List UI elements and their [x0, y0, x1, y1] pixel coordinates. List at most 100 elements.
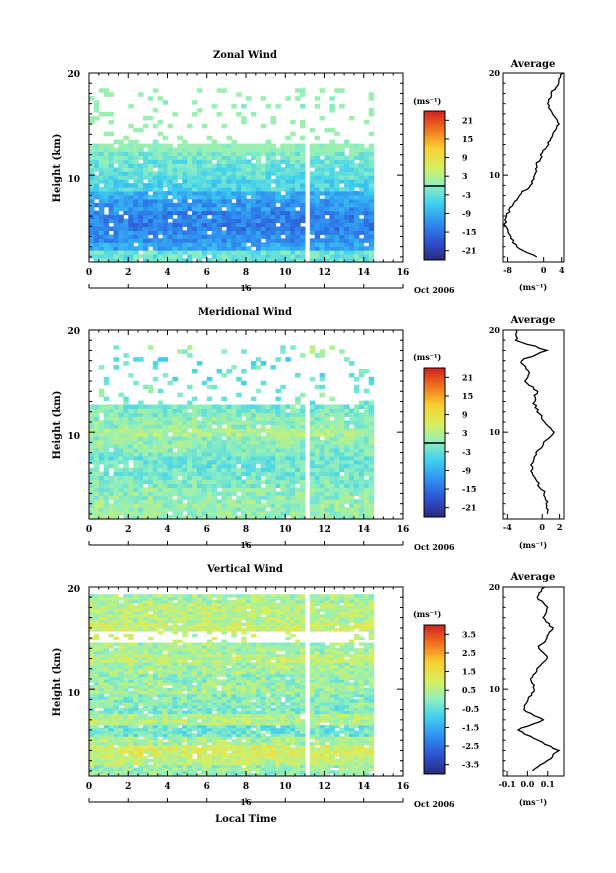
heatmap-cell: [103, 685, 110, 689]
heatmap-cell: [167, 773, 173, 777]
heatmap-cell: [147, 187, 154, 192]
heatmap-cell: [319, 183, 326, 188]
heatmap-cell: [89, 503, 95, 508]
heatmap-cell: [363, 436, 370, 441]
heatmap-cell: [128, 191, 134, 196]
heatmap-cell: [152, 218, 159, 224]
heatmap-cell: [196, 459, 203, 465]
heatmap-cell: [363, 424, 370, 429]
heatmap-cell: [152, 230, 159, 235]
heatmap-cell: [93, 440, 100, 445]
heatmap-cell: [295, 396, 301, 402]
heatmap-cell: [133, 747, 139, 751]
heatmap-cell: [358, 163, 365, 168]
heatmap-cell: [113, 724, 119, 729]
heatmap-cell: [118, 702, 124, 706]
heatmap-cell: [133, 436, 139, 441]
heatmap-cell: [177, 455, 183, 461]
heatmap-cell: [285, 428, 291, 433]
heatmap-cell: [363, 234, 370, 239]
heatmap-cell: [143, 163, 149, 168]
x-tick-label: 12: [318, 268, 331, 278]
heatmap-cell: [255, 420, 262, 425]
heatmap-cell: [172, 608, 178, 612]
heatmap-cell: [172, 705, 178, 709]
heatmap-cell: [152, 503, 159, 508]
heatmap-cell: [246, 463, 252, 469]
heatmap-cell: [118, 628, 124, 632]
heatmap-cell: [201, 159, 208, 164]
heatmap-cell: [152, 210, 159, 216]
heatmap-cell: [319, 404, 326, 409]
heatmap-cell: [241, 254, 247, 259]
heatmap-cell: [255, 246, 262, 251]
heatmap-cell: [295, 234, 301, 239]
heatmap-cell: [211, 183, 218, 188]
heatmap-cell: [353, 420, 360, 425]
heatmap-cell: [324, 230, 330, 235]
heatmap-cell: [187, 444, 193, 449]
heatmap-cell: [123, 234, 129, 239]
heatmap-cell: [339, 187, 345, 192]
heatmap-cell: [314, 503, 321, 508]
heatmap-cell: [236, 112, 242, 117]
heatmap-cell: [123, 699, 129, 703]
heatmap-cell: [98, 753, 105, 757]
heatmap-cell: [103, 608, 110, 612]
heatmap-cell: [344, 515, 350, 520]
heatmap-cell: [98, 605, 105, 609]
heatmap-cell: [167, 503, 173, 508]
heatmap-cell: [152, 487, 159, 492]
heatmap-cell: [241, 404, 247, 409]
heatmap-cell: [319, 495, 326, 500]
heatmap-cell: [108, 234, 115, 239]
heatmap-cell: [363, 404, 370, 409]
heatmap-cell: [309, 246, 316, 251]
heatmap-cell: [334, 159, 340, 164]
heatmap-cell: [128, 210, 134, 216]
heatmap-cell: [182, 183, 188, 188]
heatmap-cell: [133, 673, 139, 678]
heatmap-cell: [118, 495, 124, 500]
heatmap-cell: [250, 424, 257, 429]
heatmap-cell: [246, 202, 252, 208]
heatmap-cell: [118, 733, 124, 737]
colorbar-tick-label: -21: [462, 503, 476, 513]
heatmap-cell: [108, 420, 115, 425]
heatmap-cell: [187, 416, 193, 421]
heatmap-cell: [241, 175, 247, 180]
heatmap-cell: [206, 198, 213, 204]
heatmap-cell: [177, 230, 183, 235]
heatmap-cell: [182, 739, 188, 743]
heatmap-cell: [128, 773, 134, 777]
heatmap-cell: [206, 238, 213, 243]
heatmap-cell: [138, 662, 144, 666]
heatmap-cell: [231, 143, 237, 149]
heatmap-cell: [231, 151, 237, 156]
heatmap-cell: [147, 722, 154, 726]
heatmap-cell: [290, 218, 296, 224]
heatmap-cell: [260, 455, 267, 461]
heatmap-cell: [226, 440, 232, 445]
heatmap-cell: [138, 210, 144, 216]
heatmap-cell: [177, 210, 183, 216]
heatmap-cell: [187, 155, 193, 160]
heatmap-cell: [128, 699, 134, 703]
heatmap-cell: [93, 246, 100, 251]
heatmap-cell: [368, 171, 375, 176]
heatmap-cell: [138, 690, 144, 695]
heatmap-cell: [128, 696, 134, 700]
heatmap-cell: [339, 155, 345, 160]
heatmap-cell: [192, 444, 198, 449]
heatmap-cell: [270, 119, 276, 125]
heatmap-cell: [236, 479, 242, 484]
heatmap-cell: [206, 167, 213, 172]
heatmap-cell: [368, 515, 375, 520]
heatmap-cell: [93, 736, 100, 740]
heatmap-cell: [162, 404, 169, 409]
heatmap-cell: [123, 143, 129, 149]
heatmap-cell: [147, 636, 154, 641]
heatmap-cell: [300, 143, 306, 149]
heatmap-cell: [201, 206, 208, 212]
